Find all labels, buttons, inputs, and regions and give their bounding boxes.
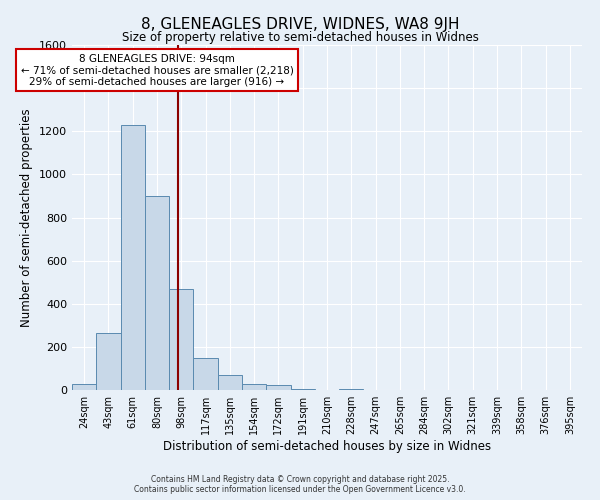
Bar: [218, 375, 242, 390]
Bar: [242, 384, 266, 390]
Bar: [72, 384, 96, 390]
Bar: [121, 125, 145, 390]
Bar: [339, 389, 364, 390]
Bar: [145, 196, 169, 390]
Y-axis label: Number of semi-detached properties: Number of semi-detached properties: [20, 108, 34, 327]
Bar: [193, 358, 218, 390]
Bar: [290, 389, 315, 390]
Bar: [266, 384, 290, 390]
Text: Contains HM Land Registry data © Crown copyright and database right 2025.
Contai: Contains HM Land Registry data © Crown c…: [134, 474, 466, 494]
Text: 8, GLENEAGLES DRIVE, WIDNES, WA8 9JH: 8, GLENEAGLES DRIVE, WIDNES, WA8 9JH: [141, 18, 459, 32]
Bar: [96, 333, 121, 390]
Text: 8 GLENEAGLES DRIVE: 94sqm
← 71% of semi-detached houses are smaller (2,218)
29% : 8 GLENEAGLES DRIVE: 94sqm ← 71% of semi-…: [20, 54, 293, 87]
Bar: [169, 288, 193, 390]
Text: Size of property relative to semi-detached houses in Widnes: Size of property relative to semi-detach…: [122, 31, 478, 44]
X-axis label: Distribution of semi-detached houses by size in Widnes: Distribution of semi-detached houses by …: [163, 440, 491, 453]
